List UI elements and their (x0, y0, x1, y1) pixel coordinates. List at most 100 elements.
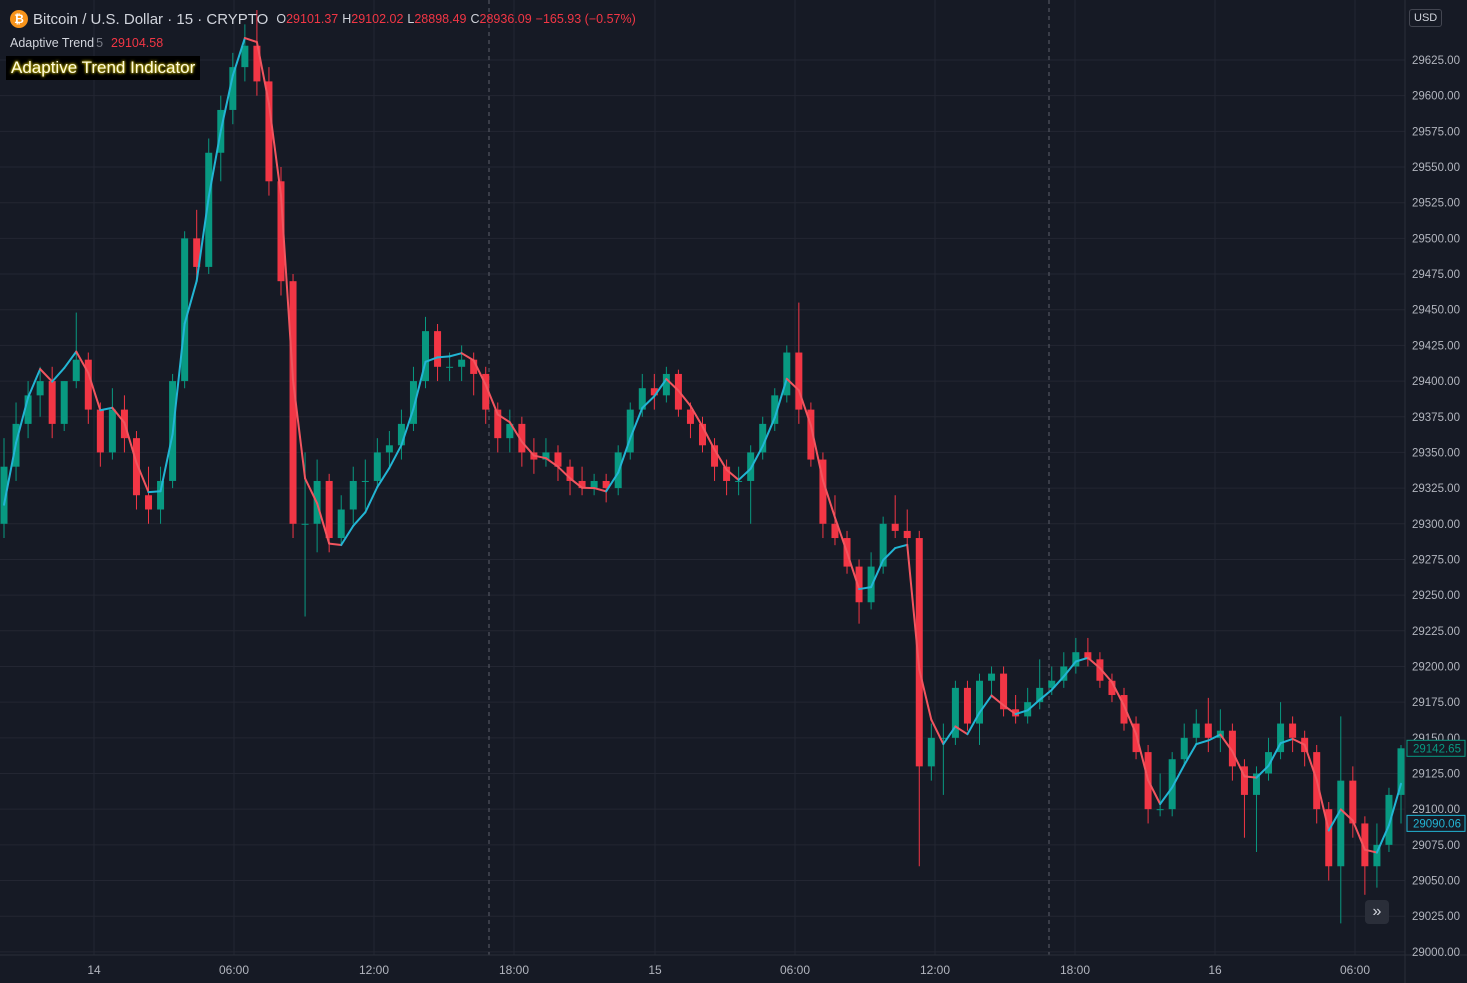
candle-body (915, 538, 923, 767)
candle-body (36, 381, 44, 396)
price-tick-label: 29500.00 (1412, 233, 1460, 245)
candle-body (1397, 748, 1405, 795)
ohlc-high: H29102.02 (342, 12, 403, 26)
candle-body (951, 687, 959, 738)
candle-body (434, 331, 442, 367)
trend-line-segment (436, 355, 451, 359)
trend-line-segment (1002, 704, 1017, 716)
trend-line-segment (520, 440, 535, 457)
candle-body (181, 238, 189, 382)
candle-body (337, 509, 345, 539)
candle-body (24, 395, 32, 424)
trend-line-segment (1026, 698, 1041, 712)
trend-line-segment (918, 668, 933, 721)
candle-body (783, 352, 791, 396)
trend-line-segment (821, 479, 836, 519)
trend-line-segment (532, 454, 547, 460)
trend-line-segment (725, 468, 740, 481)
trend-line-segment (1038, 688, 1053, 701)
trend-line-segment (930, 718, 945, 746)
trend-line-segment (255, 41, 270, 105)
price-tick-label: 29000.00 (1412, 947, 1460, 959)
last-price-label: 29142.65 (1413, 743, 1461, 755)
trend-line-segment (316, 502, 331, 545)
currency-selector[interactable]: USD (1409, 9, 1443, 27)
trend-line-segment (1171, 764, 1186, 789)
price-tick-label: 29525.00 (1412, 198, 1460, 210)
candle-body (626, 409, 634, 453)
candle-body (1000, 673, 1008, 710)
ohlc-low-value: 28898.49 (414, 12, 467, 26)
candle-body (963, 687, 971, 724)
trend-line-segment (352, 511, 367, 527)
candle-body (84, 359, 92, 410)
candle-body (193, 238, 201, 267)
trend-line-segment (1255, 764, 1270, 779)
trend-line-segment (292, 379, 307, 480)
candle-body (988, 673, 996, 681)
candle-body (903, 530, 911, 539)
ohlc-close-value: 28936.09 (479, 12, 532, 26)
trend-line-segment (279, 194, 295, 382)
symbol-title[interactable]: Bitcoin / U.S. Dollar · 15 · CRYPTO (33, 10, 269, 28)
time-tick-label: 06:00 (219, 963, 249, 977)
trend-line-segment (1159, 786, 1174, 806)
trend-line-segment (195, 195, 210, 282)
trend-line-segment (1387, 782, 1402, 827)
candle-body (542, 452, 550, 460)
trend-line-segment (400, 407, 415, 447)
trend-line-segment (1207, 733, 1222, 742)
trend-line-segment (183, 279, 198, 325)
trend-line-segment (1098, 667, 1113, 684)
candle-body (132, 438, 140, 496)
candle-body (265, 81, 273, 182)
price-tick-label: 29225.00 (1412, 626, 1460, 638)
trend-line-segment (99, 406, 114, 412)
scroll-to-realtime-button[interactable]: » (1365, 900, 1389, 924)
trend-line-segment (882, 547, 897, 562)
candle-body (638, 388, 646, 410)
candle-body (1192, 723, 1200, 738)
price-tick-label: 29025.00 (1412, 911, 1460, 923)
trend-line-segment (51, 367, 66, 383)
ohlc-open-value: 29101.37 (286, 12, 339, 26)
candle-body (1180, 737, 1188, 760)
trend-line-segment (3, 441, 18, 506)
trend-line-segment (123, 421, 138, 464)
candle-body (1204, 723, 1212, 738)
candle-body (1385, 794, 1393, 845)
candle-body (1096, 659, 1104, 681)
trend-line-segment (15, 396, 30, 444)
trend-line-segment (111, 406, 126, 424)
candle-body (229, 67, 237, 110)
indicator-legend[interactable]: Adaptive Trend 5 29104.58 (10, 36, 163, 50)
candle-body (1060, 666, 1068, 681)
trend-line-segment (1339, 808, 1354, 822)
candle-body (771, 395, 779, 424)
trend-line-segment (978, 694, 993, 714)
price-tick-label: 29450.00 (1412, 305, 1460, 317)
time-tick-label: 18:00 (1060, 963, 1090, 977)
candle-body (699, 423, 706, 446)
trend-line-segment (1123, 704, 1138, 735)
double-chevron-right-icon: » (1372, 903, 1382, 920)
candle-body (975, 680, 983, 724)
candle-body (939, 737, 947, 739)
trend-line-segment (448, 352, 463, 358)
bitcoin-icon: ₿ (10, 10, 28, 28)
trend-line-segment (773, 377, 788, 419)
trend-line-segment (484, 383, 499, 416)
candle-body (1373, 844, 1381, 867)
trend-line-segment (641, 395, 656, 409)
candle-body (96, 409, 104, 453)
trend-line-segment (496, 413, 511, 424)
trend-line-segment (1086, 656, 1101, 670)
candle-body (795, 352, 803, 410)
trend-line-segment (1219, 733, 1234, 753)
trend-line-segment (1375, 824, 1390, 854)
candle-body (1325, 809, 1333, 867)
price-tick-label: 29125.00 (1412, 769, 1460, 781)
trend-line-segment (701, 425, 716, 451)
trend-line-segment (243, 37, 258, 44)
